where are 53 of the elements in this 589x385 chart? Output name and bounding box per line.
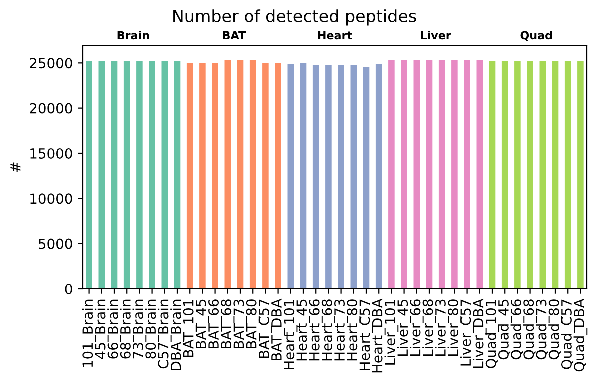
- x-tick-label: Quad_45: [498, 300, 512, 360]
- x-tick-label: Liver_66: [410, 300, 424, 356]
- x-tick-label: Quad_101: [486, 300, 500, 368]
- x-tick-label: BAT_73: [234, 300, 248, 348]
- x-tick-label: 101_Brain: [82, 300, 96, 368]
- x-tick-label: BAT_68: [221, 300, 235, 348]
- text: Brain: [118, 31, 150, 40]
- x-tick-label: Liver_73: [435, 300, 450, 356]
- y-tick-label: 5000: [39, 238, 72, 250]
- chart-title: Number of detected peptides: [174, 10, 416, 26]
- x-tick-label: Liver_68: [422, 300, 436, 356]
- x-tick-label: Liver_80: [448, 300, 462, 356]
- x-tick-label: Liver_45: [397, 300, 412, 356]
- x-tick-label: Quad_80: [548, 300, 562, 360]
- x-tick-label: Heart_101: [284, 300, 298, 370]
- x-tick-label: Quad_DBA: [574, 298, 588, 372]
- x-tick-label: BAT_66: [208, 300, 222, 348]
- x-tick-label: BAT_80: [246, 300, 260, 348]
- y-tick-label: 0: [65, 284, 72, 294]
- x-tick-label: Quad_66: [510, 300, 525, 360]
- x-tick-label: Heart_73: [334, 300, 348, 361]
- y-tick-label: 20000: [30, 103, 72, 114]
- y-tick-label: 15000: [30, 148, 72, 159]
- text: Liver: [421, 31, 452, 40]
- text: BAT: [223, 31, 246, 40]
- x-tick-label: Heart_68: [322, 300, 336, 361]
- y-tick-label: 10000: [30, 194, 72, 204]
- x-tick-label: Liver_DBA: [472, 298, 487, 368]
- x-tick-label: BAT_C57: [258, 300, 272, 358]
- x-tick-label: 66_Brain: [108, 300, 122, 359]
- text: Quad: [520, 31, 552, 42]
- x-tick-label: 45_Brain: [94, 300, 109, 360]
- x-tick-label: Heart_45: [296, 300, 310, 361]
- x-tick-label: Quad_73: [536, 300, 550, 360]
- x-tick-label: Liver_101: [384, 300, 399, 365]
- x-tick-label: 73_Brain: [132, 300, 147, 359]
- x-tick-label: C57_Brain: [158, 300, 172, 369]
- x-tick-label: Heart_66: [309, 300, 323, 361]
- y-axis-title: #: [10, 162, 21, 172]
- x-tick-label: 68_Brain: [120, 300, 134, 359]
- x-tick-label: Heart_C57: [360, 300, 374, 370]
- x-tick-label: Heart_80: [347, 300, 361, 361]
- x-tick-label: BAT_DBA: [272, 298, 286, 360]
- x-tick-label: DBA_Brain: [170, 300, 184, 370]
- x-tick-label: BAT_45: [196, 300, 210, 348]
- x-tick-label: Quad_68: [523, 300, 538, 360]
- x-tick-label: Heart_DBA: [372, 298, 386, 373]
- y-tick-label: 25000: [30, 58, 72, 69]
- x-tick-label: BAT_101: [183, 300, 197, 358]
- x-tick-label: Quad_C57: [561, 300, 576, 370]
- x-tick-label: Liver_C57: [460, 300, 474, 366]
- x-tick-label: 80_Brain: [145, 300, 160, 359]
- text: Heart: [318, 31, 352, 40]
